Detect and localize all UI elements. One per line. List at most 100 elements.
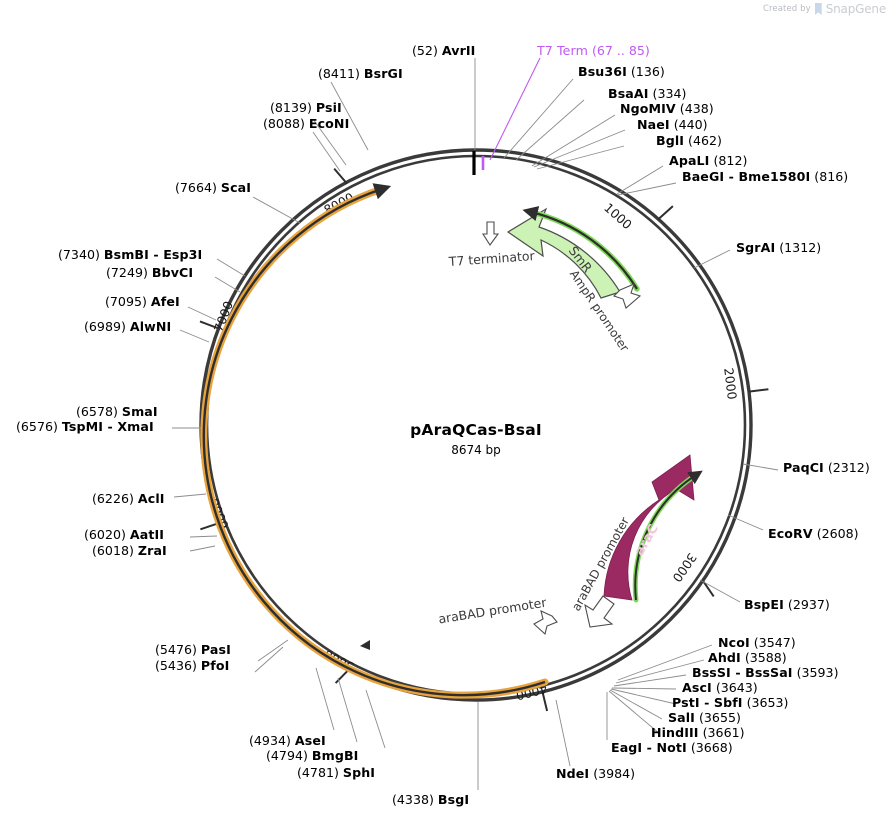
site-label-ahdi[interactable]: AhdI (3588)	[708, 650, 787, 665]
site-label-aatii[interactable]: (6020) AatII	[84, 527, 164, 542]
site-position: (136)	[630, 64, 665, 79]
site-name: BsaAI	[608, 86, 649, 101]
site-position: (334)	[652, 86, 687, 101]
plasmid-length: 8674 bp	[451, 443, 501, 457]
site-label-zrai[interactable]: (6018) ZraI	[92, 543, 167, 558]
site-label-bsaai[interactable]: BsaAI (334)	[608, 86, 687, 101]
site-name: PfoI	[200, 658, 230, 673]
site-name: PsiI	[315, 100, 342, 115]
site-name: ApaLI	[669, 153, 710, 168]
site-position: (2937)	[787, 597, 830, 612]
site-name: SphI	[342, 765, 376, 780]
site-position: (4794)	[266, 748, 308, 763]
site-label-bgli[interactable]: BglI (462)	[656, 133, 722, 148]
site-position: (5436)	[155, 658, 197, 673]
site-label-ncoi[interactable]: NcoI (3547)	[718, 636, 796, 650]
site-label-hindiii[interactable]: HindIII (3661)	[651, 725, 745, 740]
site-label-bsmbi[interactable]: (7340) BsmBI - Esp3I	[58, 247, 202, 262]
site-position: (4338)	[392, 792, 434, 807]
site-label-sali[interactable]: SalI (3655)	[668, 710, 741, 725]
feature-label-t7-terminator: T7 terminator	[447, 248, 536, 269]
site-name: NdeI	[556, 766, 590, 781]
site-label-sgrai[interactable]: SgrAI (1312)	[736, 240, 822, 255]
site-name: AscI	[682, 680, 712, 695]
site-label-bsgi[interactable]: (4338) BsgI	[392, 792, 469, 807]
site-label-asei[interactable]: (4934) AseI	[249, 734, 326, 748]
site-position: (1312)	[779, 240, 822, 255]
site-name: TspMI - XmaI	[61, 419, 154, 434]
site-label-bsssi[interactable]: BssSI - BssSaI (3593)	[692, 665, 839, 680]
site-label-scai[interactable]: (7664) ScaI	[175, 181, 251, 195]
site-name: BspEI	[744, 597, 784, 612]
site-position: (462)	[688, 133, 722, 148]
snapgene-credit: Created by SnapGene	[763, 2, 886, 16]
site-name: SalI	[668, 710, 695, 725]
site-name: T7 Term	[537, 43, 588, 58]
site-position: (812)	[713, 153, 748, 168]
site-position: (2608)	[816, 526, 859, 541]
site-position: (67 .. 85)	[591, 43, 650, 58]
site-name: AclI	[137, 491, 165, 506]
site-position: (8139)	[270, 100, 312, 115]
site-position: (8088)	[263, 116, 305, 131]
plasmid-name: pAraQCas-BsaI	[410, 421, 542, 439]
site-label-tspmi[interactable]: (6576) TspMI - XmaI	[16, 419, 154, 434]
site-position: (6018)	[92, 543, 134, 558]
site-position: (6578)	[76, 404, 118, 419]
site-name: BbvCI	[151, 265, 194, 280]
site-label-ecorv[interactable]: EcoRV (2608)	[768, 526, 859, 541]
site-label-bbvci[interactable]: (7249) BbvCI	[106, 265, 194, 280]
site-label-smai[interactable]: (6578) SmaI	[76, 404, 158, 419]
site-label-pfoi[interactable]: (5436) PfoI	[155, 658, 230, 673]
site-label-acli[interactable]: (6226) AclI	[92, 491, 165, 506]
site-label-asci[interactable]: AscI (3643)	[682, 680, 758, 695]
site-label-ndei[interactable]: NdeI (3984)	[556, 766, 635, 781]
site-position: (3588)	[744, 650, 787, 665]
site-name: BsrGI	[363, 66, 403, 81]
snapgene-flag-icon	[814, 3, 822, 15]
site-label-bsrgi[interactable]: (8411) BsrGI	[318, 66, 403, 81]
site-label-psii[interactable]: (8139) PsiI	[270, 100, 342, 115]
site-name: Bsu36I	[578, 64, 627, 79]
site-name: BmgBI	[311, 748, 359, 763]
site-position: (3643)	[715, 680, 758, 695]
site-label-ngomiv[interactable]: NgoMIV (438)	[620, 102, 714, 116]
site-label-pasi[interactable]: (5476) PasI	[155, 642, 231, 657]
site-label-sphi[interactable]: (4781) SphI	[297, 765, 376, 780]
feature-label-arabad-promoter-2: araBAD promoter	[437, 594, 548, 626]
site-label-eagi[interactable]: EagI - NotI (3668)	[611, 740, 733, 755]
site-label-t7-term[interactable]: T7 Term (67 .. 85)	[537, 43, 650, 58]
site-leader-lines	[172, 57, 779, 790]
site-position: (6020)	[84, 527, 126, 542]
site-label-apali[interactable]: ApaLI (812)	[669, 153, 748, 168]
site-position: (4781)	[297, 765, 339, 780]
arabad-promoter-feature-2: araBAD promoter	[437, 594, 558, 636]
site-name: EagI - NotI	[611, 740, 687, 755]
site-name: SgrAI	[736, 240, 776, 255]
site-label-afei[interactable]: (7095) AfeI	[105, 294, 180, 309]
site-name: AfeI	[150, 294, 180, 309]
site-position: (440)	[673, 117, 708, 132]
site-label-bspei[interactable]: BspEI (2937)	[744, 597, 830, 612]
site-position: (7340)	[58, 247, 100, 262]
t7-terminator-feature: T7 terminator	[447, 221, 536, 269]
site-name: HindIII	[651, 725, 699, 740]
tick-label-2000: 2000	[721, 367, 740, 400]
site-name: BaeGI - Bme1580I	[682, 169, 811, 184]
site-name: PstI - SbfI	[672, 695, 743, 710]
site-label-alwni[interactable]: (6989) AlwNI	[84, 320, 171, 334]
site-label-econi[interactable]: (8088) EcoNI	[263, 116, 349, 131]
site-label-bmgbi[interactable]: (4794) BmgBI	[266, 748, 359, 763]
site-label-paqci[interactable]: PaqCI (2312)	[783, 461, 870, 475]
site-name: PasI	[200, 642, 231, 657]
site-position: (8411)	[318, 66, 360, 81]
site-label-naei[interactable]: NaeI (440)	[637, 117, 708, 132]
site-label-avrii[interactable]: (52) AvrII	[412, 44, 475, 58]
site-name: BssSI - BssSaI	[692, 665, 793, 680]
site-label-psti[interactable]: PstI - SbfI (3653)	[672, 695, 788, 710]
site-label-bsu36i[interactable]: Bsu36I (136)	[578, 64, 665, 79]
site-name: BglI	[656, 133, 685, 148]
site-label-baegi[interactable]: BaeGI - Bme1580I (816)	[682, 169, 848, 184]
ori-arrow	[200, 183, 549, 699]
